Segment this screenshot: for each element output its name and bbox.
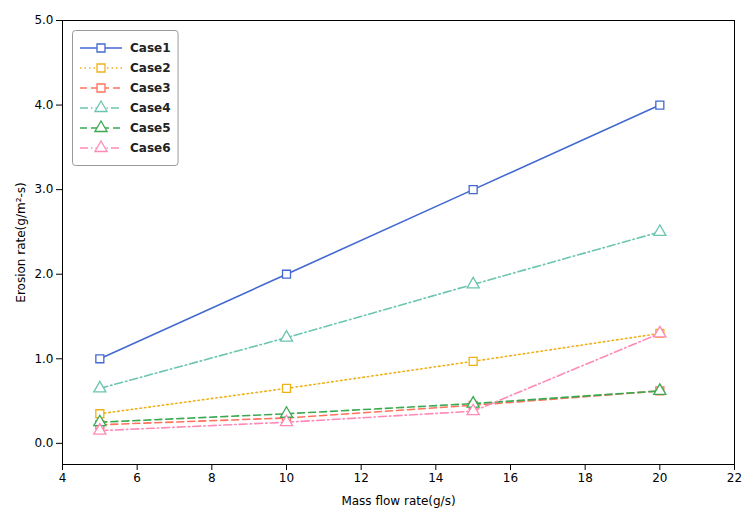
svg-text:14: 14 <box>428 471 443 485</box>
svg-text:4.0: 4.0 <box>34 98 53 112</box>
svg-text:Case6: Case6 <box>130 141 171 155</box>
svg-text:Erosion rate(g/m²-s): Erosion rate(g/m²-s) <box>14 182 28 302</box>
svg-text:18: 18 <box>578 471 593 485</box>
svg-text:4: 4 <box>59 471 67 485</box>
svg-text:0.0: 0.0 <box>34 436 53 450</box>
svg-text:3.0: 3.0 <box>34 182 53 196</box>
svg-text:Mass flow rate(g/s): Mass flow rate(g/s) <box>341 494 455 508</box>
svg-text:Case5: Case5 <box>130 121 171 135</box>
svg-text:Case3: Case3 <box>130 81 171 95</box>
svg-text:5.0: 5.0 <box>34 13 53 27</box>
svg-text:Case1: Case1 <box>130 41 171 55</box>
svg-text:2.0: 2.0 <box>34 267 53 281</box>
svg-text:10: 10 <box>279 471 294 485</box>
svg-text:20: 20 <box>652 471 667 485</box>
svg-text:1.0: 1.0 <box>34 352 53 366</box>
svg-text:Case4: Case4 <box>130 101 171 115</box>
svg-text:16: 16 <box>503 471 518 485</box>
svg-text:22: 22 <box>727 471 742 485</box>
svg-text:8: 8 <box>208 471 216 485</box>
svg-text:Case2: Case2 <box>130 61 171 75</box>
svg-text:12: 12 <box>354 471 369 485</box>
svg-text:6: 6 <box>133 471 141 485</box>
